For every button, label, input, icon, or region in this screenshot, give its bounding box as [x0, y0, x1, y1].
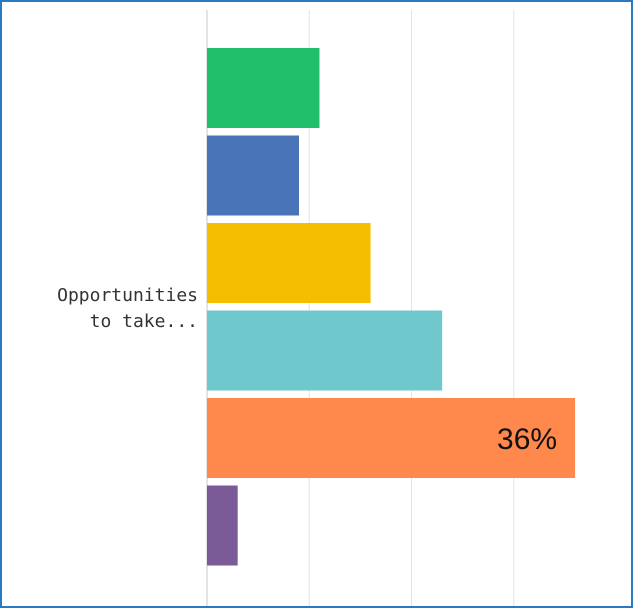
bar — [207, 48, 320, 128]
category-label: Opportunities to take... — [57, 285, 198, 332]
bar — [207, 310, 443, 391]
bar — [207, 485, 238, 566]
bar — [207, 398, 576, 478]
bar — [207, 223, 371, 303]
bar — [207, 135, 300, 216]
data-label: 36% — [497, 423, 557, 456]
